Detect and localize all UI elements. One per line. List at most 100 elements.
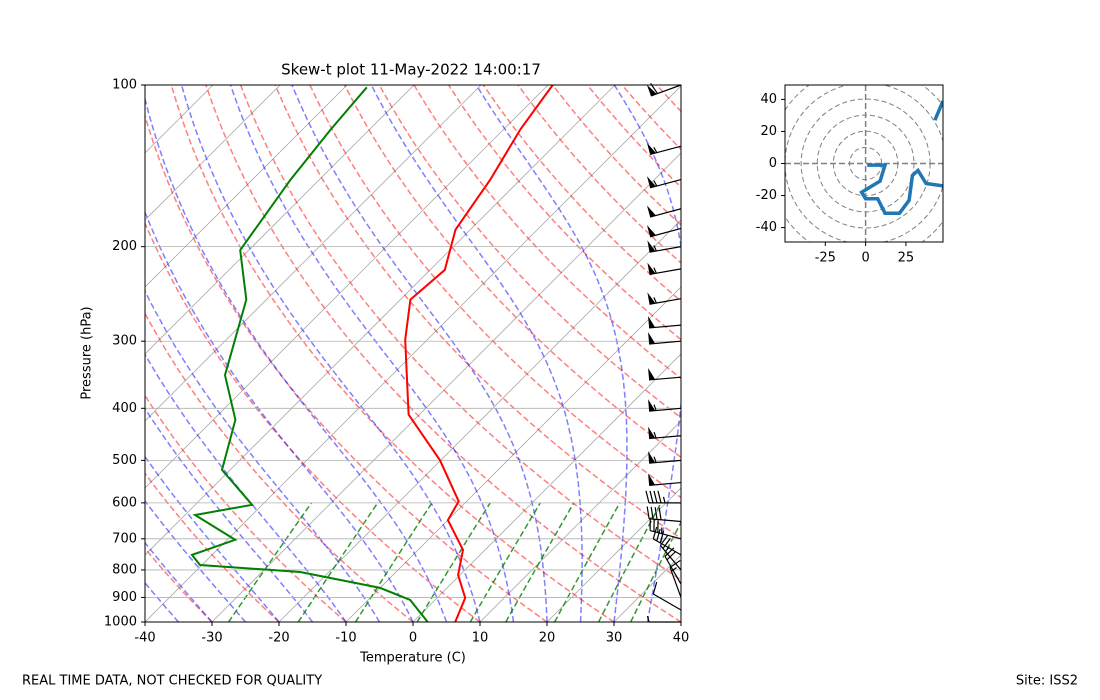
barb-flag (648, 367, 656, 380)
barb-flag (647, 292, 656, 305)
isotherm (726, 60, 1100, 644)
wind-barb (647, 240, 682, 253)
dry-adiabat (145, 394, 347, 622)
wind-barb (659, 535, 682, 571)
barb-full (664, 547, 675, 557)
barb-flag (648, 451, 656, 464)
barb-staff (649, 178, 682, 189)
barb-flag (648, 399, 656, 412)
isotherm (145, 85, 348, 288)
barb-staff (649, 227, 682, 238)
barb-half (662, 496, 666, 504)
dry-adiabat (378, 85, 681, 419)
x-tick-label: 20 (539, 631, 556, 646)
y-tick-label: 100 (112, 78, 137, 93)
mixing-ratio-line (297, 502, 379, 622)
dry-adiabat (145, 472, 280, 622)
dry-adiabat (726, 85, 1100, 622)
isotherm (613, 554, 681, 622)
isotherm (479, 420, 681, 622)
barb-full (658, 507, 662, 520)
dry-adiabat (482, 85, 681, 303)
mixing-ratio-line (354, 502, 433, 622)
dry-adiabat (517, 85, 681, 264)
x-tick-label: -10 (335, 631, 356, 646)
x-tick-label: -20 (268, 631, 289, 646)
dry-adiabat (205, 85, 681, 622)
footer-right: Site: ISS2 (1016, 674, 1078, 689)
barb-flag (648, 473, 656, 486)
barb-full (657, 490, 662, 504)
wind-barb (647, 292, 682, 305)
barb-full (652, 526, 658, 540)
barb-staff (649, 435, 682, 440)
barb-half (653, 404, 657, 411)
wind-barb (669, 559, 682, 598)
isotherm (145, 85, 415, 355)
wind-barb (648, 426, 682, 440)
mixing-ratio-line (597, 502, 662, 622)
barb-staff (649, 340, 682, 345)
barb-flag (646, 225, 656, 237)
background-lines (145, 60, 1100, 644)
mixing-ratio-line (630, 520, 681, 622)
wind-barb (647, 262, 682, 276)
hodo-ring (800, 98, 931, 229)
moist-adiabat (145, 541, 213, 622)
profile-line (404, 85, 554, 622)
barb-full (662, 538, 671, 549)
y-tick-label: 700 (112, 531, 137, 546)
plot-frame (144, 84, 682, 623)
mixing-ratio-line (416, 502, 491, 622)
barb-half (653, 146, 658, 153)
wind-barb (652, 526, 682, 556)
isotherm (145, 85, 681, 622)
y-tick-label: 0 (769, 156, 777, 171)
wind-barb (648, 332, 682, 345)
dry-adiabat (309, 85, 681, 499)
barb-staff (669, 567, 682, 598)
barb-full (654, 507, 658, 520)
wind-barb (648, 399, 682, 412)
moist-adiabat (145, 407, 314, 622)
wind-barb (648, 315, 682, 329)
dry-adiabat (586, 85, 681, 189)
profile-line (190, 86, 429, 622)
barb-flag (646, 176, 656, 188)
moist-adiabat (229, 85, 515, 622)
barb-full (649, 490, 654, 504)
wind-barb (646, 142, 682, 156)
barb-flag (648, 315, 656, 328)
moist-adiabat (291, 85, 548, 622)
barb-full (659, 530, 665, 544)
y-tick-label: 200 (112, 239, 137, 254)
y-tick-label: 20 (760, 124, 777, 139)
chart-title: Skew-t plot 11-May-2022 14:00:17 (281, 61, 541, 79)
y-tick-label: -40 (756, 220, 777, 235)
isotherm (680, 621, 681, 622)
dry-adiabat (691, 85, 1100, 622)
barb-full (653, 490, 658, 504)
x-tick-label: -30 (201, 631, 222, 646)
isotherm (145, 85, 616, 556)
dry-adiabat (621, 85, 681, 151)
moist-adiabat (613, 85, 681, 622)
barb-half (665, 546, 670, 552)
barb-full (656, 528, 661, 542)
y-tick-label: 40 (760, 92, 777, 107)
isotherm (278, 219, 681, 622)
wind-barb (646, 176, 682, 189)
moist-adiabat (145, 289, 381, 622)
moist-adiabat (475, 85, 628, 622)
barb-full (650, 506, 654, 520)
wind-barb (645, 490, 681, 504)
barb-staff (649, 481, 682, 486)
moist-adiabat (180, 85, 481, 622)
y-tick-label: 600 (112, 495, 137, 510)
wind-barb (648, 473, 682, 486)
y-tick-label: 400 (112, 401, 137, 416)
barb-flag (647, 240, 656, 253)
barb-half (653, 431, 657, 439)
dry-adiabat (145, 113, 548, 622)
x-tick-label: -25 (815, 251, 836, 266)
